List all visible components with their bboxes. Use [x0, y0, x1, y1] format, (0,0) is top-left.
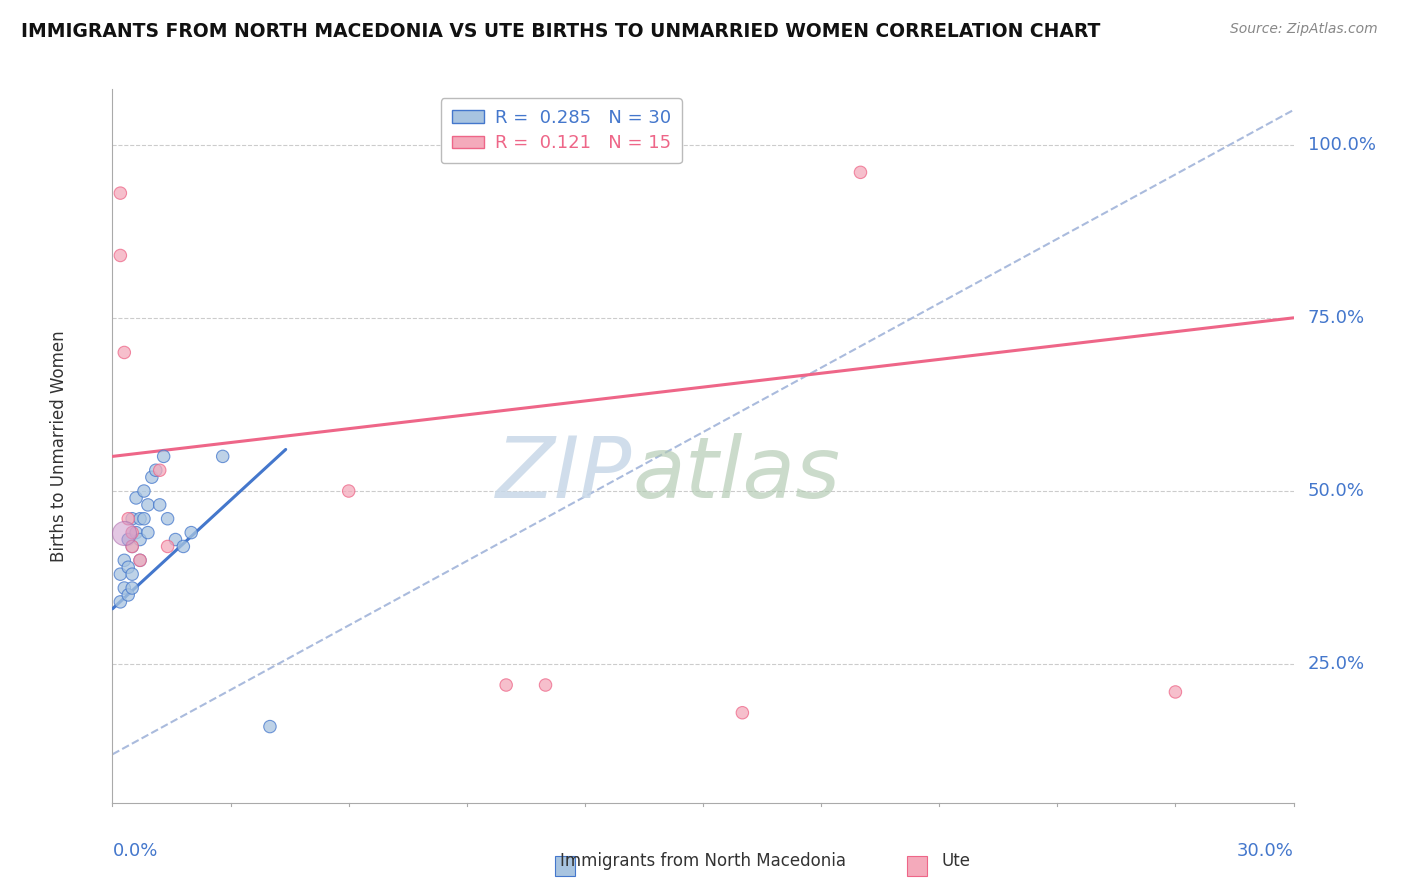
Point — [141, 470, 163, 484]
Text: atlas: atlas — [633, 433, 841, 516]
Text: 75.0%: 75.0% — [1308, 309, 1365, 326]
Point — [495, 678, 517, 692]
Point — [110, 186, 132, 201]
Point — [149, 463, 172, 477]
Point — [211, 450, 233, 464]
Point — [112, 525, 135, 540]
Text: Immigrants from North Macedonia: Immigrants from North Macedonia — [560, 852, 846, 870]
Point — [129, 512, 152, 526]
Point — [180, 525, 202, 540]
Text: Ute: Ute — [942, 852, 970, 870]
Text: 30.0%: 30.0% — [1237, 842, 1294, 860]
Text: 25.0%: 25.0% — [1308, 656, 1365, 673]
Point — [125, 491, 148, 505]
Point — [259, 720, 281, 734]
Point — [129, 553, 152, 567]
Text: Births to Unmarried Women: Births to Unmarried Women — [51, 330, 69, 562]
Point — [117, 533, 139, 547]
Point — [731, 706, 754, 720]
Point — [121, 525, 143, 540]
Point — [152, 450, 174, 464]
Point — [156, 540, 179, 554]
Point — [121, 540, 143, 554]
Point — [129, 533, 152, 547]
Point — [121, 567, 143, 582]
Text: IMMIGRANTS FROM NORTH MACEDONIA VS UTE BIRTHS TO UNMARRIED WOMEN CORRELATION CHA: IMMIGRANTS FROM NORTH MACEDONIA VS UTE B… — [21, 22, 1101, 41]
Point — [172, 540, 194, 554]
Point — [117, 560, 139, 574]
Point — [110, 567, 132, 582]
Point — [121, 581, 143, 595]
Legend: R =  0.285   N = 30, R =  0.121   N = 15: R = 0.285 N = 30, R = 0.121 N = 15 — [440, 98, 682, 163]
Point — [149, 498, 172, 512]
Point — [136, 498, 159, 512]
Text: 0.0%: 0.0% — [112, 842, 157, 860]
Text: 100.0%: 100.0% — [1308, 136, 1375, 153]
Text: ZIP: ZIP — [496, 433, 633, 516]
Point — [112, 553, 135, 567]
Point — [110, 248, 132, 262]
Point — [129, 553, 152, 567]
Point — [117, 512, 139, 526]
Point — [112, 581, 135, 595]
Text: 50.0%: 50.0% — [1308, 482, 1365, 500]
Point — [1164, 685, 1187, 699]
Point — [117, 588, 139, 602]
Point — [121, 512, 143, 526]
Point — [110, 595, 132, 609]
Point — [121, 540, 143, 554]
Text: Source: ZipAtlas.com: Source: ZipAtlas.com — [1230, 22, 1378, 37]
Point — [165, 533, 187, 547]
Point — [534, 678, 557, 692]
Point — [337, 483, 360, 498]
Point — [112, 345, 135, 359]
Point — [136, 525, 159, 540]
Point — [132, 512, 155, 526]
Point — [145, 463, 167, 477]
Point — [132, 483, 155, 498]
Point — [156, 512, 179, 526]
Point — [849, 165, 872, 179]
Point — [125, 525, 148, 540]
